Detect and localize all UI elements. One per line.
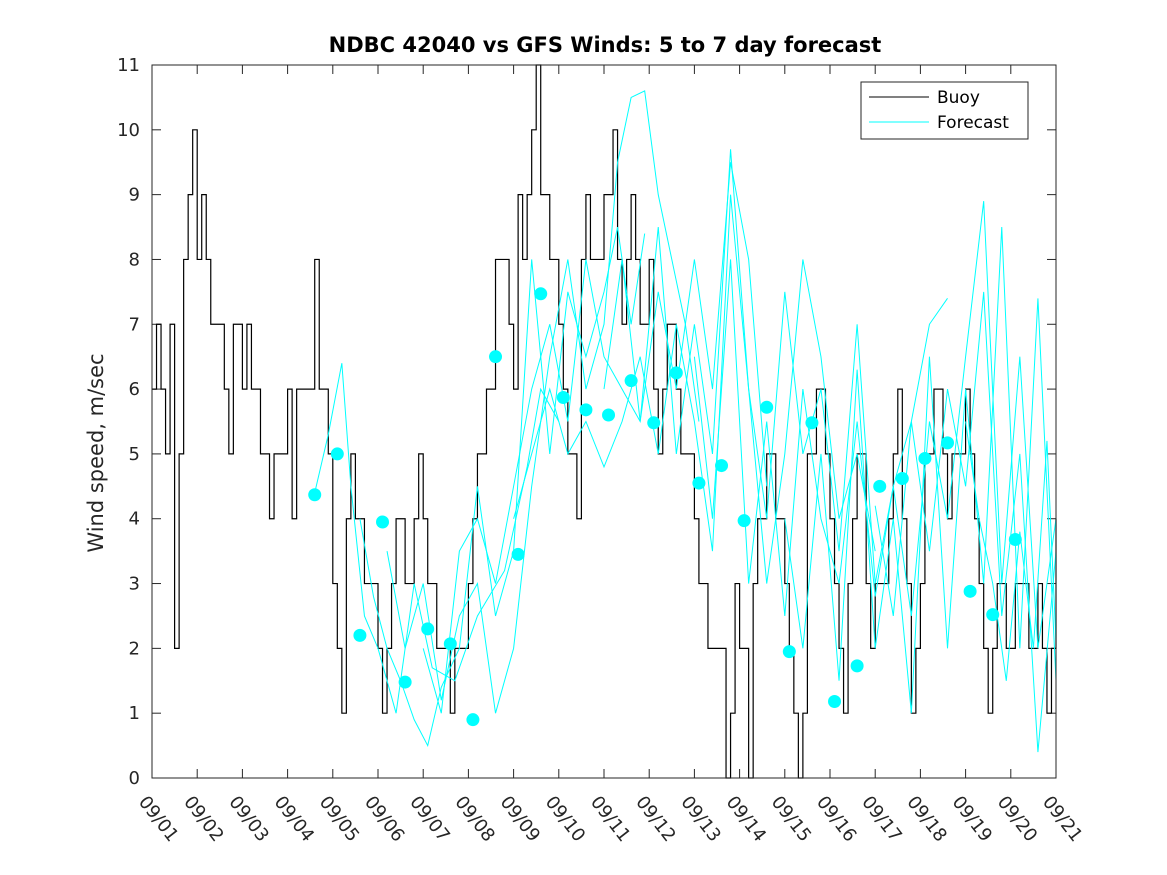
forecast-point: [602, 408, 616, 422]
y-tick-label: 4: [129, 509, 140, 530]
forecast-point: [895, 472, 909, 486]
forecast-point: [828, 695, 842, 709]
y-tick-label: 5: [129, 444, 140, 465]
forecast-point: [986, 608, 1000, 622]
y-tick-label: 1: [129, 703, 140, 724]
x-tick-label: 09/01: [134, 792, 182, 846]
forecast-point: [534, 287, 548, 301]
y-tick-label: 9: [129, 185, 140, 206]
forecast-point: [398, 675, 412, 689]
forecast-series-line: [784, 227, 1057, 714]
x-tick-label: 09/07: [405, 792, 453, 846]
forecast-point: [692, 476, 706, 490]
x-tick-label: 09/17: [857, 792, 905, 846]
forecast-point: [330, 447, 344, 461]
x-tick-label: 09/12: [631, 792, 679, 846]
legend-buoy-label: Buoy: [937, 88, 980, 108]
forecast-point: [556, 391, 570, 405]
y-tick-label: 10: [117, 120, 140, 141]
forecast-point: [737, 514, 751, 528]
forecast-point: [850, 659, 864, 673]
x-tick-label: 09/06: [360, 792, 408, 846]
plot-series: [152, 64, 1057, 779]
x-tick-label: 09/03: [224, 792, 272, 846]
legend-forecast-label: Forecast: [937, 113, 1009, 133]
x-tick-label: 09/11: [586, 792, 634, 846]
x-tick-label: 09/10: [541, 792, 589, 846]
legend-box: [860, 81, 1029, 140]
x-tick-label: 09/13: [676, 792, 724, 846]
x-tick-label: 09/15: [767, 792, 815, 846]
forecast-series-line: [314, 363, 560, 714]
legend: Buoy Forecast: [860, 81, 1029, 140]
buoy-series-line: [152, 64, 1057, 779]
forecast-series-line: [693, 201, 1057, 649]
x-tick-label: 09/04: [270, 792, 318, 846]
x-tick-label: 09/14: [722, 792, 770, 846]
forecast-point: [421, 622, 435, 636]
forecast-point: [782, 645, 796, 659]
forecast-point: [963, 584, 977, 598]
y-tick-label: 11: [117, 55, 140, 76]
x-tick-label: 09/08: [450, 792, 498, 846]
x-tick-label: 09/16: [812, 792, 860, 846]
forecast-point: [489, 350, 503, 364]
y-tick-label: 3: [129, 574, 140, 595]
forecast-point: [624, 374, 638, 388]
forecast-point: [511, 547, 525, 561]
x-tick-label: 09/20: [993, 792, 1041, 846]
forecast-point: [805, 416, 819, 430]
y-tick-label: 7: [129, 314, 140, 335]
forecast-markers: [308, 287, 1022, 727]
forecast-point: [466, 713, 480, 727]
x-tick-label: 09/05: [315, 792, 363, 846]
forecast-point: [669, 366, 683, 380]
x-tick-label: 09/18: [902, 792, 950, 846]
forecast-point: [647, 416, 661, 430]
x-tick-labels: 09/0109/0209/0309/0409/0509/0609/0709/08…: [134, 792, 1086, 846]
forecast-point: [918, 451, 932, 465]
forecast-point: [941, 436, 955, 450]
y-tick-labels: 0 1 2 3 4 5 6 7 8 9 10 11: [117, 55, 140, 789]
y-tick-label: 6: [129, 379, 140, 400]
chart-title: NDBC 42040 vs GFS Winds: 5 to 7 day fore…: [329, 33, 882, 57]
x-tick-label: 09/02: [179, 792, 227, 846]
y-tick-label: 8: [129, 249, 140, 270]
x-tick-label: 09/19: [948, 792, 996, 846]
forecast-series-line: [513, 194, 876, 584]
forecast-point: [760, 400, 774, 414]
forecast-point: [376, 515, 390, 529]
y-tick-label: 2: [129, 638, 140, 659]
forecast-series-line: [422, 162, 768, 714]
forecast-point: [873, 479, 887, 493]
forecast-series-line: [386, 90, 700, 714]
y-axis-label: Wind speed, m/sec: [84, 353, 108, 552]
x-tick-label: 09/21: [1038, 792, 1086, 846]
forecast-point: [1008, 532, 1022, 546]
forecast-series-line: [874, 291, 1057, 753]
forecast-point: [579, 403, 593, 417]
forecast-series-line: [965, 421, 1057, 681]
x-tick-label: 09/09: [496, 792, 544, 846]
forecast-point: [353, 628, 367, 642]
y-tick-label: 0: [129, 768, 140, 789]
forecast-point: [715, 459, 729, 473]
forecast-point: [308, 488, 322, 502]
forecast-point: [443, 637, 457, 651]
plot-frame: [151, 64, 1057, 779]
